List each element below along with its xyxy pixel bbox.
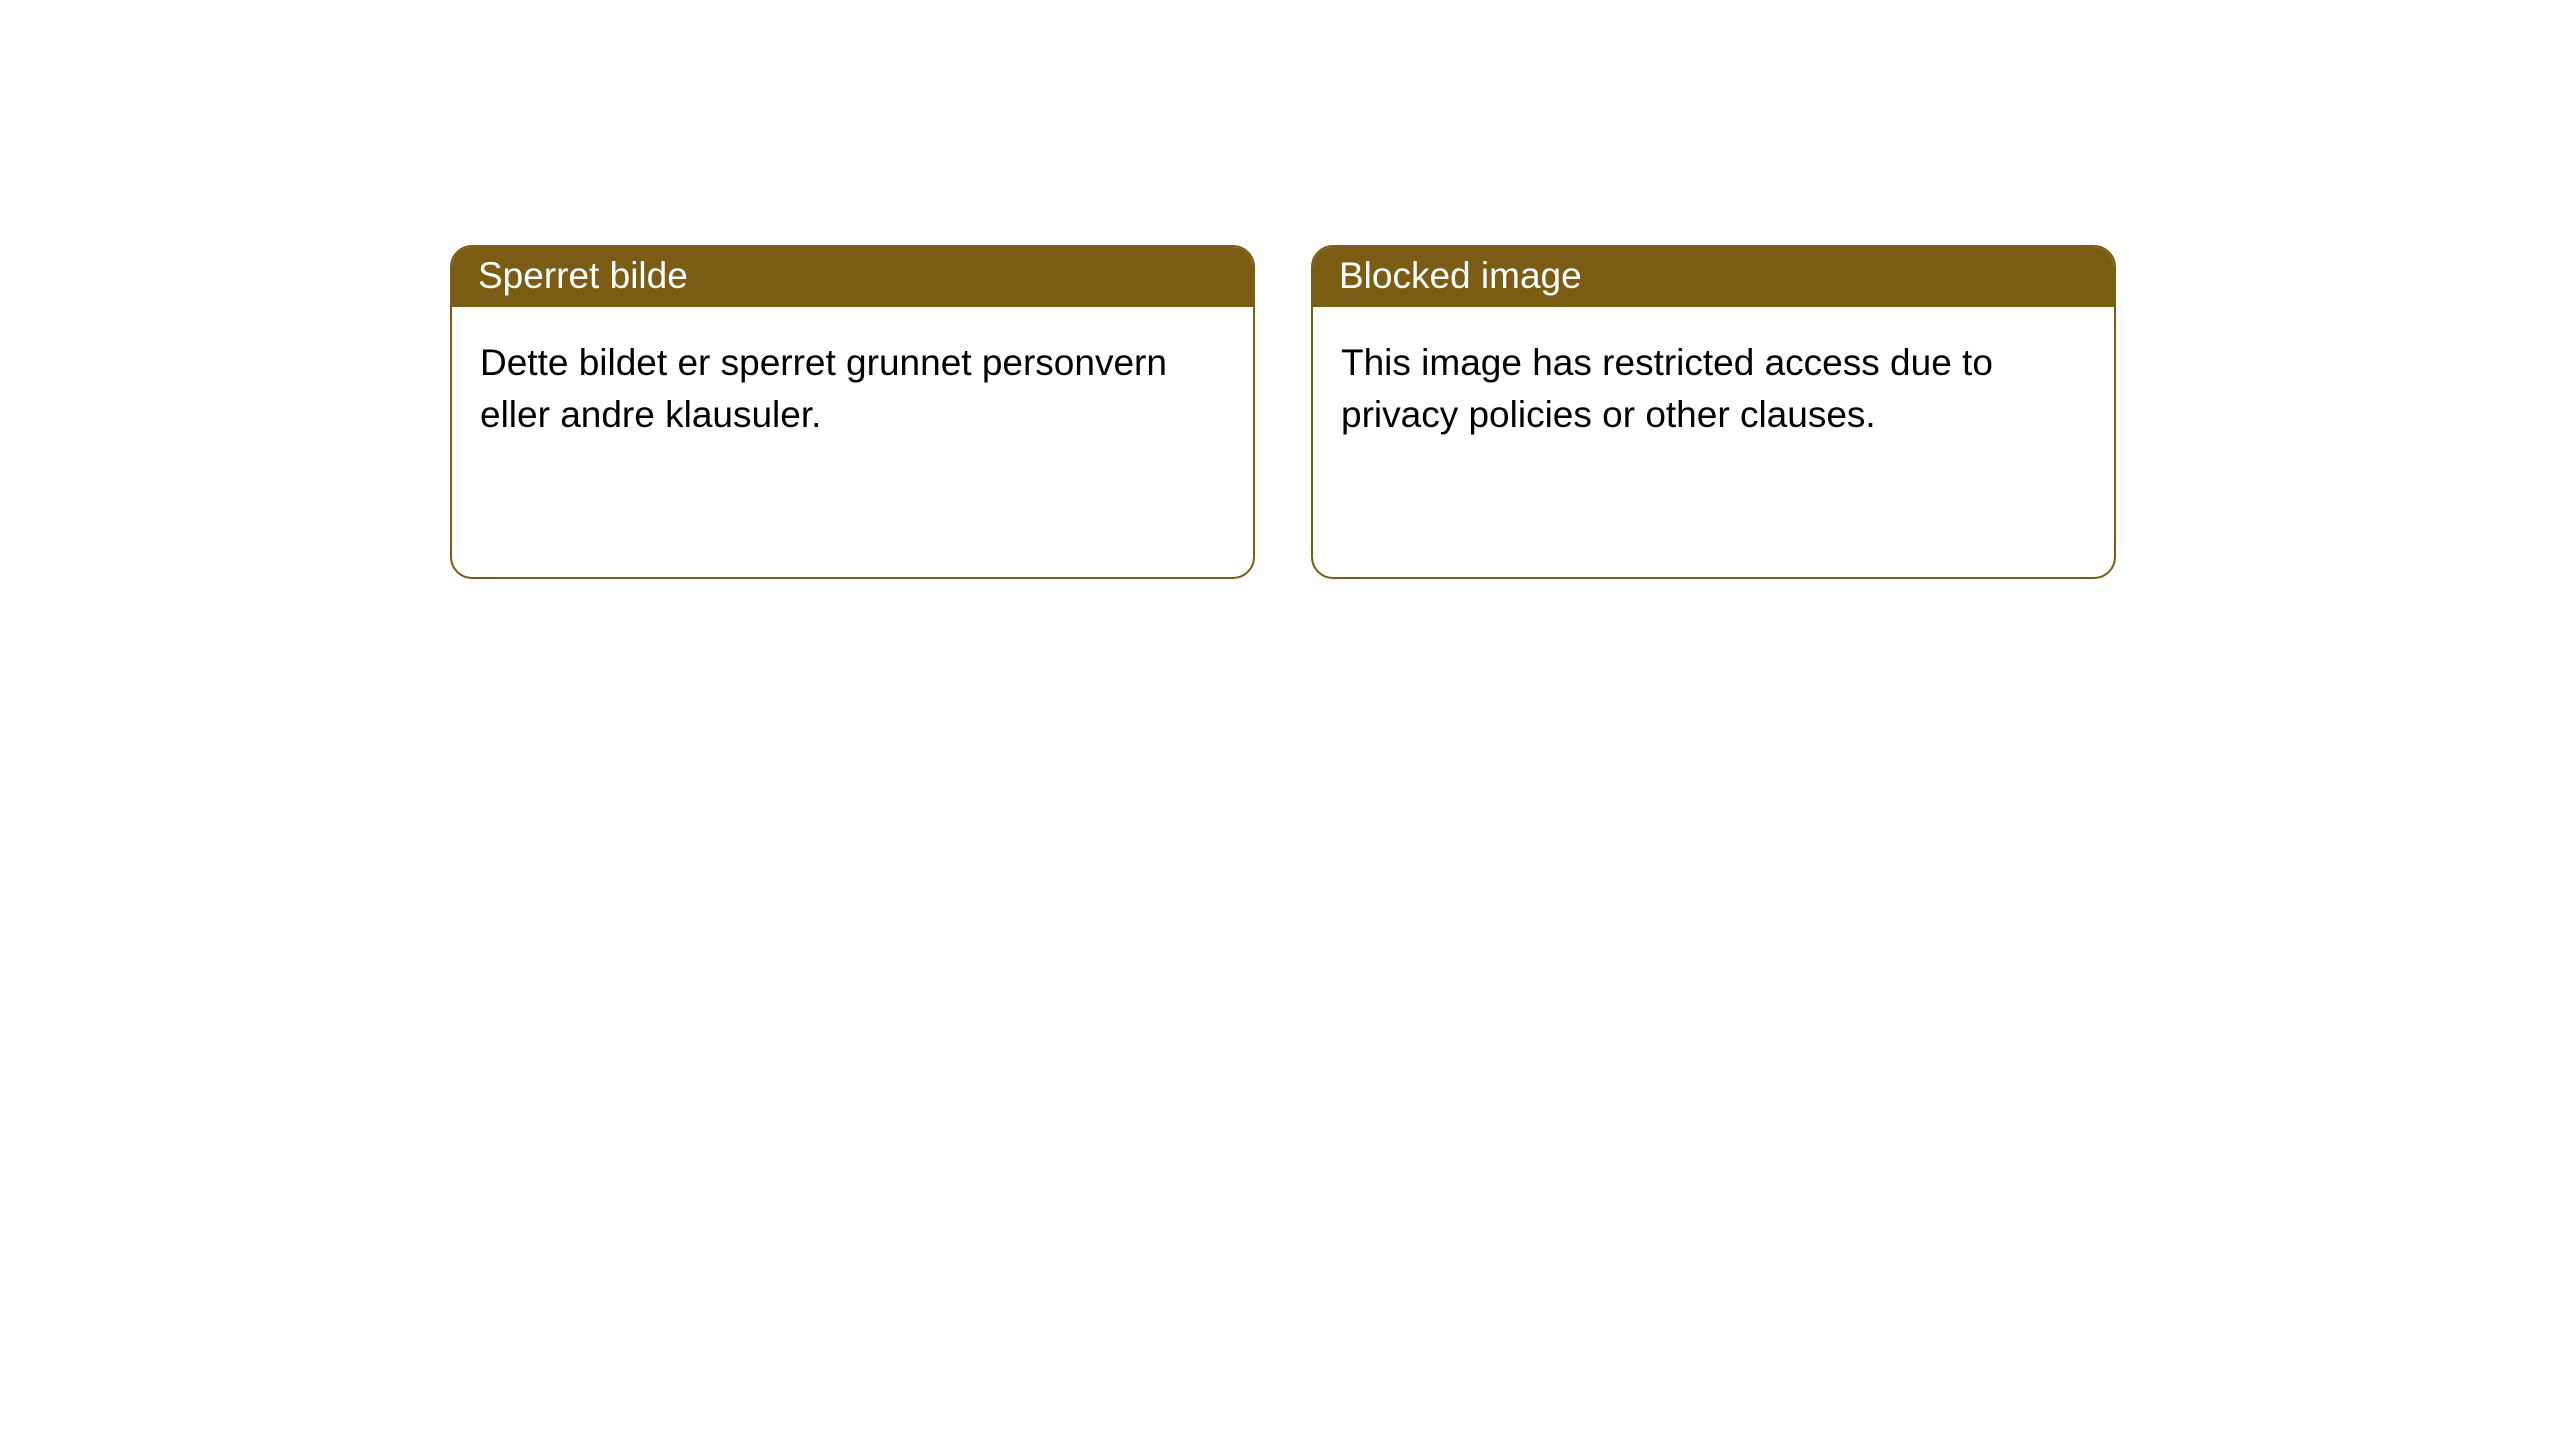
notice-header: Sperret bilde xyxy=(452,247,1253,307)
notice-header: Blocked image xyxy=(1313,247,2114,307)
notice-container: Sperret bilde Dette bildet er sperret gr… xyxy=(0,0,2560,579)
notice-card-norwegian: Sperret bilde Dette bildet er sperret gr… xyxy=(450,245,1255,579)
notice-card-english: Blocked image This image has restricted … xyxy=(1311,245,2116,579)
notice-body: Dette bildet er sperret grunnet personve… xyxy=(452,307,1253,577)
notice-body: This image has restricted access due to … xyxy=(1313,307,2114,577)
